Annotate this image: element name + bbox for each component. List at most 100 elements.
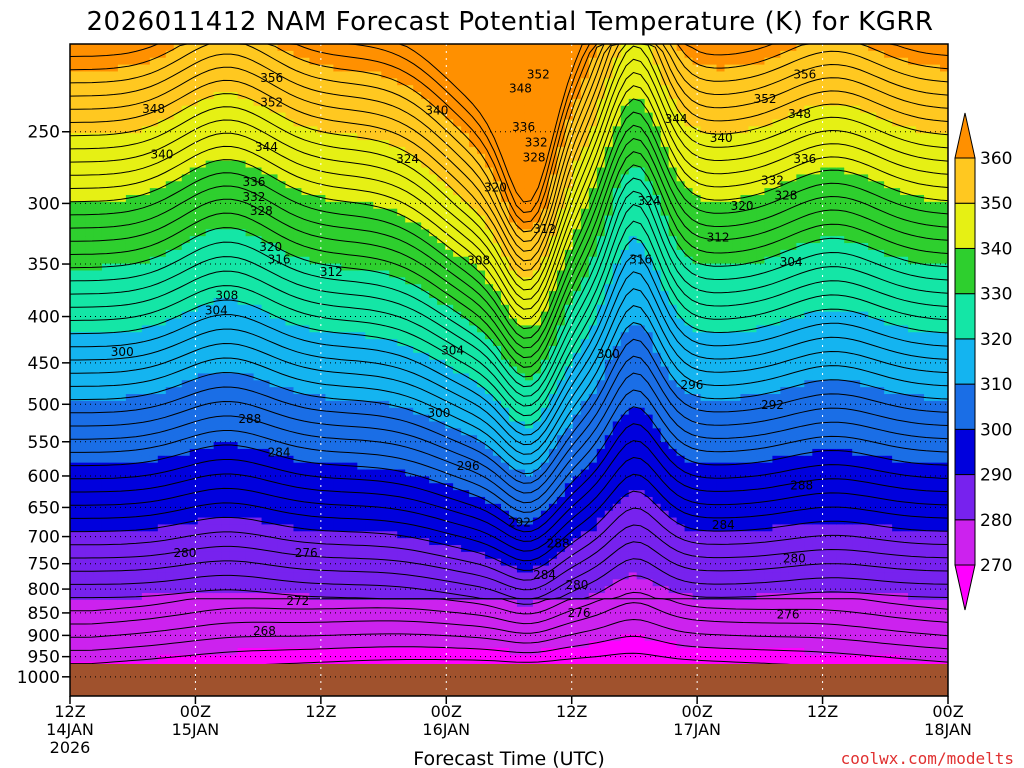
- band-cell: [165, 579, 175, 587]
- band-cell: [93, 345, 103, 354]
- band-cell: [77, 249, 87, 258]
- band-cell: [70, 318, 79, 326]
- band-cell: [205, 469, 215, 477]
- band-cell: [237, 387, 247, 395]
- band-cell: [197, 325, 207, 333]
- band-cell: [373, 620, 382, 628]
- band-cell: [477, 462, 486, 471]
- band-cell: [453, 387, 462, 395]
- band-cell: [421, 593, 430, 601]
- band-cell: [341, 647, 350, 656]
- band-cell: [245, 270, 255, 278]
- band-cell: [269, 407, 279, 416]
- band-cell: [485, 243, 494, 251]
- band-cell: [181, 545, 191, 553]
- band-cell: [333, 579, 342, 587]
- band-cell: [237, 654, 247, 663]
- band-cell: [349, 654, 358, 663]
- band-cell: [205, 146, 215, 155]
- band-cell: [429, 455, 438, 464]
- band-cell: [389, 524, 398, 532]
- band-cell: [413, 538, 422, 546]
- band-cell: [437, 126, 446, 134]
- band-cell: [77, 647, 87, 656]
- band-cell: [261, 469, 271, 477]
- band-cell: [261, 146, 271, 155]
- band-cell: [341, 352, 350, 361]
- band-cell: [125, 579, 135, 587]
- band-cell: [213, 339, 223, 347]
- band-cell: [133, 229, 143, 237]
- band-cell: [85, 394, 95, 402]
- band-cell: [109, 442, 119, 450]
- band-cell: [245, 428, 255, 436]
- band-cell: [445, 483, 454, 491]
- band-cell: [229, 304, 239, 313]
- band-cell: [197, 606, 207, 615]
- band-cell: [221, 44, 231, 52]
- band-cell: [189, 490, 199, 498]
- band-cell: [237, 620, 247, 628]
- band-cell: [293, 311, 303, 320]
- band-cell: [461, 222, 470, 230]
- band-cell: [133, 194, 143, 203]
- band-cell: [205, 256, 215, 265]
- band-cell: [317, 400, 327, 409]
- band-cell: [125, 146, 135, 155]
- band-cell: [445, 85, 454, 93]
- band-cell: [389, 256, 398, 265]
- band-cell: [173, 599, 183, 608]
- band-cell: [101, 517, 111, 526]
- band-cell: [213, 483, 223, 491]
- band-cell: [125, 201, 135, 210]
- band-cell: [317, 325, 327, 333]
- band-cell: [373, 538, 382, 546]
- band-cell: [213, 531, 223, 539]
- band-cell: [301, 572, 311, 580]
- band-cell: [181, 215, 191, 224]
- band-cell: [261, 620, 271, 628]
- band-cell: [381, 380, 390, 388]
- band-cell: [285, 613, 295, 622]
- band-cell: [469, 243, 478, 251]
- band-cell: [397, 421, 406, 429]
- band-cell: [253, 153, 263, 162]
- band-cell: [197, 57, 207, 66]
- band-cell: [85, 201, 95, 210]
- band-cell: [421, 421, 430, 429]
- band-cell: [221, 236, 231, 244]
- band-cell: [413, 476, 422, 484]
- band-cell: [365, 634, 374, 642]
- band-cell: [133, 345, 143, 354]
- band-cell: [197, 579, 207, 587]
- band-cell: [109, 291, 119, 299]
- band-cell: [229, 421, 239, 429]
- band-cell: [325, 71, 334, 79]
- band-cell: [165, 442, 175, 450]
- band-cell: [325, 483, 334, 491]
- band-cell: [285, 311, 295, 320]
- band-cell: [70, 71, 79, 79]
- band-cell: [149, 126, 159, 134]
- band-cell: [93, 524, 103, 532]
- band-cell: [309, 387, 319, 395]
- band-cell: [389, 64, 398, 73]
- band-cell: [381, 448, 390, 457]
- band-cell: [341, 215, 350, 224]
- band-cell: [181, 469, 191, 477]
- band-cell: [357, 325, 366, 333]
- band-cell: [245, 545, 255, 553]
- band-cell: [333, 400, 342, 409]
- band-cell: [293, 490, 303, 498]
- band-cell: [437, 414, 446, 423]
- band-cell: [437, 606, 446, 615]
- band-cell: [317, 476, 327, 484]
- band-cell: [245, 647, 255, 656]
- band-cell: [349, 92, 358, 100]
- band-cell: [301, 483, 311, 491]
- band-cell: [109, 448, 119, 457]
- band-cell: [197, 311, 207, 320]
- band-cell: [77, 400, 87, 409]
- band-cell: [317, 222, 327, 230]
- band-cell: [70, 510, 79, 519]
